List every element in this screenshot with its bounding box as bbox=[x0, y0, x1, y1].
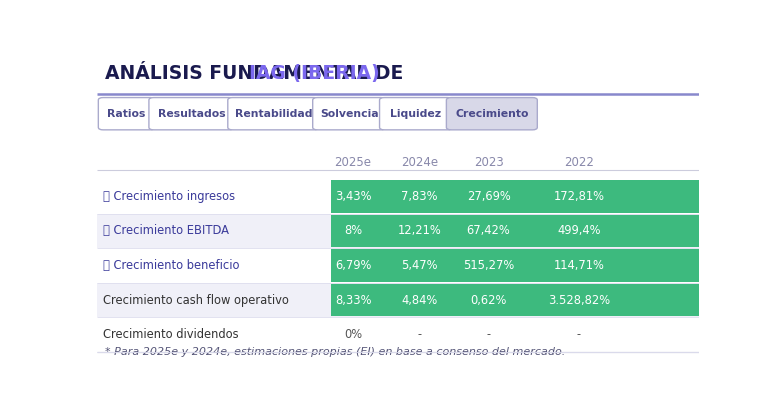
Text: 515,27%: 515,27% bbox=[463, 259, 514, 272]
Text: Crecimiento: Crecimiento bbox=[455, 109, 528, 119]
Text: IAG (IBERIA): IAG (IBERIA) bbox=[249, 64, 380, 83]
Text: -: - bbox=[486, 328, 490, 341]
Bar bbox=[97, 248, 699, 283]
Text: ⓘ Crecimiento beneficio: ⓘ Crecimiento beneficio bbox=[103, 259, 239, 272]
Bar bbox=[97, 283, 699, 317]
Text: 172,81%: 172,81% bbox=[553, 190, 605, 203]
Text: Ratios: Ratios bbox=[107, 109, 146, 119]
Bar bbox=[331, 180, 699, 213]
Text: 2022: 2022 bbox=[564, 156, 594, 169]
Bar bbox=[331, 215, 699, 247]
Text: 0,62%: 0,62% bbox=[470, 293, 507, 307]
Text: ANÁLISIS FUNDAMENTAL DE: ANÁLISIS FUNDAMENTAL DE bbox=[105, 64, 409, 83]
Text: 2024e: 2024e bbox=[401, 156, 438, 169]
FancyBboxPatch shape bbox=[149, 98, 234, 130]
Text: Solvencia: Solvencia bbox=[320, 109, 378, 119]
Text: 8,33%: 8,33% bbox=[335, 293, 371, 307]
Text: 2025e: 2025e bbox=[335, 156, 371, 169]
Bar bbox=[331, 249, 699, 282]
FancyBboxPatch shape bbox=[228, 98, 319, 130]
Text: Crecimiento dividendos: Crecimiento dividendos bbox=[103, 328, 239, 341]
Text: Resultados: Resultados bbox=[158, 109, 225, 119]
Bar bbox=[97, 317, 699, 352]
Text: Liquidez: Liquidez bbox=[390, 109, 441, 119]
Text: * Para 2025e y 2024e, estimaciones propias (EI) en base a consenso del mercado.: * Para 2025e y 2024e, estimaciones propi… bbox=[105, 347, 565, 356]
Bar bbox=[97, 179, 699, 214]
Text: 4,84%: 4,84% bbox=[401, 293, 437, 307]
Text: 3.528,82%: 3.528,82% bbox=[548, 293, 610, 307]
Text: 5,47%: 5,47% bbox=[401, 259, 437, 272]
Text: 6,79%: 6,79% bbox=[335, 259, 371, 272]
Bar bbox=[97, 214, 699, 248]
Text: ⓘ Crecimiento ingresos: ⓘ Crecimiento ingresos bbox=[103, 190, 235, 203]
FancyBboxPatch shape bbox=[99, 98, 155, 130]
Text: 499,4%: 499,4% bbox=[557, 225, 601, 237]
Text: 67,42%: 67,42% bbox=[467, 225, 510, 237]
Text: 7,83%: 7,83% bbox=[401, 190, 437, 203]
Text: 12,21%: 12,21% bbox=[397, 225, 441, 237]
Bar bbox=[331, 284, 699, 316]
FancyBboxPatch shape bbox=[312, 98, 385, 130]
Text: -: - bbox=[577, 328, 581, 341]
Text: ⓘ Crecimiento EBITDA: ⓘ Crecimiento EBITDA bbox=[103, 225, 229, 237]
Text: Crecimiento cash flow operativo: Crecimiento cash flow operativo bbox=[103, 293, 289, 307]
Text: 2023: 2023 bbox=[474, 156, 503, 169]
FancyBboxPatch shape bbox=[379, 98, 452, 130]
FancyBboxPatch shape bbox=[446, 98, 538, 130]
Text: Rentabilidad: Rentabilidad bbox=[235, 109, 312, 119]
Text: -: - bbox=[417, 328, 421, 341]
Text: 8%: 8% bbox=[344, 225, 362, 237]
Text: 27,69%: 27,69% bbox=[467, 190, 510, 203]
Text: 114,71%: 114,71% bbox=[553, 259, 605, 272]
Text: 3,43%: 3,43% bbox=[335, 190, 371, 203]
Text: 0%: 0% bbox=[344, 328, 362, 341]
